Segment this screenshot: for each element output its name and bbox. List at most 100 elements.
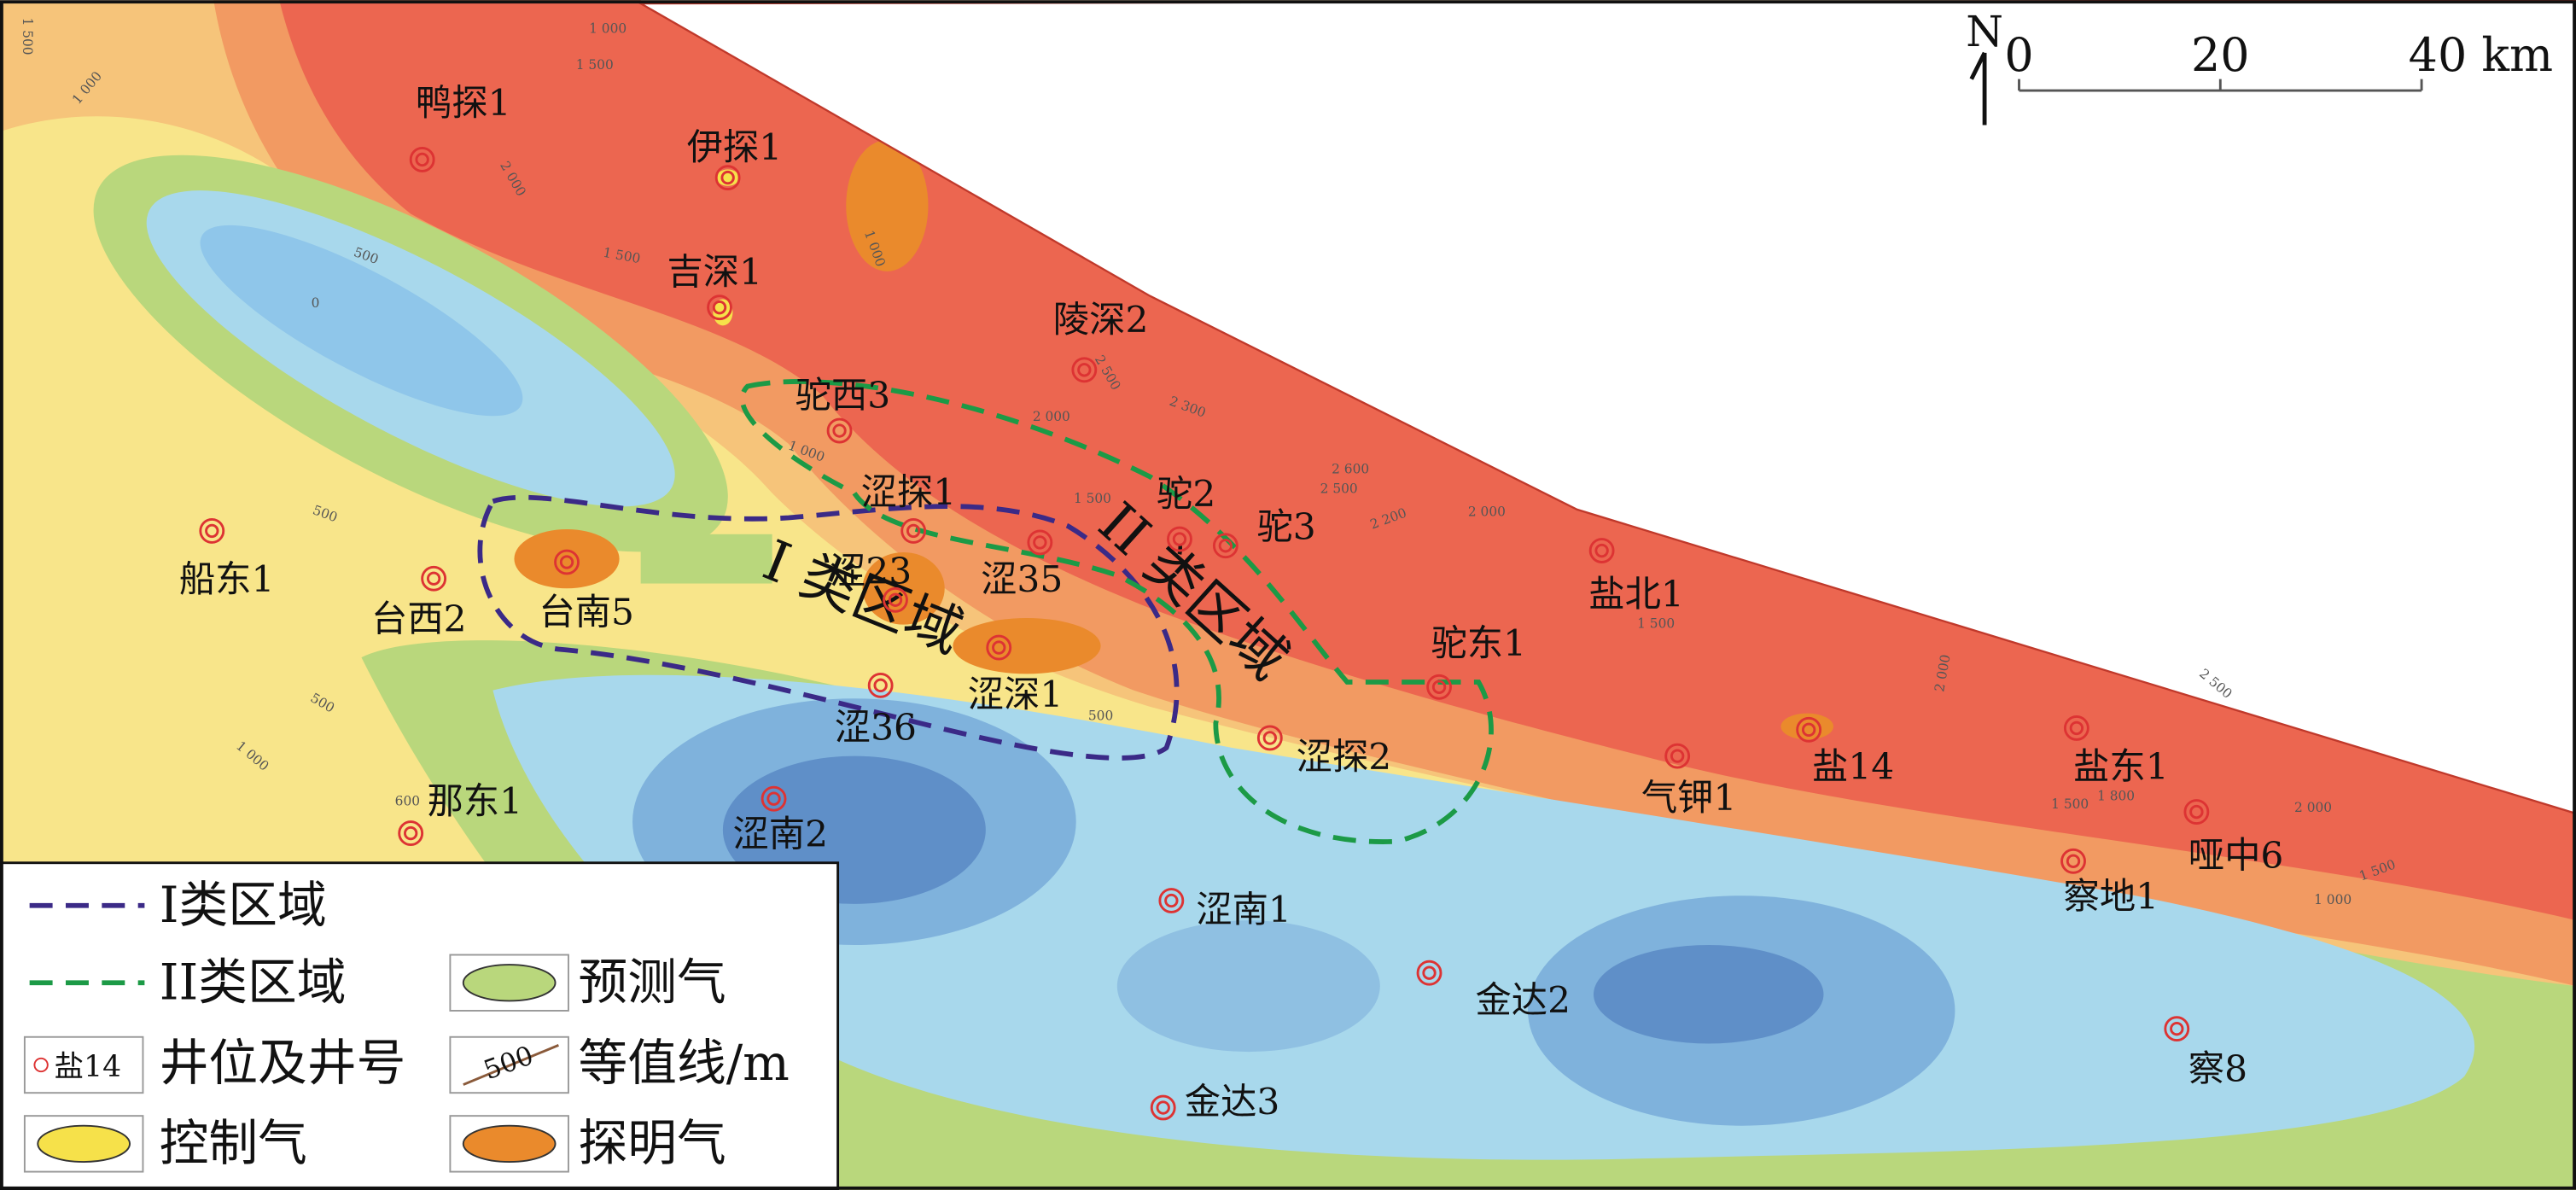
well-label: 盐北1 (1588, 573, 1684, 615)
well-outer (1796, 716, 1822, 743)
well-label: 金达2 (1475, 979, 1571, 1021)
well-outer (900, 518, 927, 544)
well-outer (1167, 526, 1192, 552)
well-label: 驼东1 (1431, 622, 1526, 664)
well-label: 气钾1 (1641, 777, 1737, 819)
well-label: 吉深1 (667, 251, 762, 293)
legend-icon-label: 盐14 (55, 1050, 122, 1084)
well-outer (2060, 848, 2086, 874)
well-label: 涩23 (830, 551, 912, 592)
well-inner (873, 678, 888, 693)
legend-label: 预测气 (579, 953, 726, 1011)
well-inner (426, 571, 441, 586)
well-label: 察地1 (2064, 876, 2159, 918)
well-inner (1594, 543, 1609, 558)
well-outer (1256, 725, 1283, 751)
zone-dark-blue (1594, 944, 1824, 1044)
well-inner (1801, 722, 1816, 738)
scale-label: 0 (2004, 28, 2033, 82)
contour-label: 1 000 (2314, 892, 2352, 907)
well-label: 涩探1 (861, 471, 957, 513)
well-label: 陵深2 (1053, 299, 1149, 341)
well-label: 鸭探1 (416, 82, 511, 124)
legend-label: II类区域 (160, 953, 347, 1011)
contour-label: 600 (395, 793, 420, 808)
well-inner (205, 523, 219, 539)
well-label: 金达3 (1185, 1081, 1280, 1123)
well-inner (832, 423, 847, 438)
well-outer (421, 565, 447, 592)
well-label: 哑中6 (2188, 835, 2284, 877)
legend-label: I类区域 (160, 876, 327, 934)
well-label: 台南5 (539, 592, 634, 633)
well-label: 涩南1 (1196, 889, 1291, 930)
legend-label: 井位及井号 (160, 1034, 406, 1092)
contour-label: 0 (312, 295, 320, 311)
legend-label: 控制气 (160, 1114, 307, 1172)
well-label: 涩南2 (732, 813, 828, 855)
well-label: 涩深1 (968, 674, 1064, 715)
well-inner (415, 152, 429, 167)
proven-gas (846, 139, 929, 271)
well-label: 驼3 (1256, 506, 1315, 548)
well-outer (2063, 715, 2089, 741)
class-2-boundary (739, 379, 1494, 844)
well-outer (986, 634, 1012, 661)
contour-label: 1 800 (2097, 789, 2135, 804)
well-outer (1416, 960, 1442, 986)
well-inner (1670, 749, 1685, 763)
well-inner (1164, 893, 1179, 908)
contour-label: 1 500 (2051, 796, 2089, 812)
well-inner (1077, 363, 1092, 377)
well-label: 涩35 (981, 558, 1063, 600)
well-outer (1158, 888, 1185, 913)
well-outer (409, 147, 435, 172)
well-outer (826, 417, 853, 444)
well-outer (1150, 1094, 1176, 1121)
well-inner (906, 523, 921, 539)
well-outer (1027, 529, 1053, 556)
well-inner (992, 640, 1006, 655)
well-inner (1422, 965, 1437, 980)
well-label: 盐14 (1812, 746, 1894, 788)
well-inner (2170, 1021, 2184, 1036)
contour-label: 1 500 (20, 18, 35, 55)
legend-icon-box (23, 1035, 144, 1094)
well-inner (1262, 731, 1278, 745)
well-label: 船东1 (179, 558, 275, 600)
contour-label: 1 500 (576, 57, 614, 73)
contour-label: 500 (1088, 708, 1113, 723)
well-outer (1664, 743, 1691, 769)
legend-swatch (462, 1124, 557, 1163)
well-label: 涩36 (835, 706, 917, 748)
legend-label: 等值线/m (579, 1034, 790, 1092)
well-outer (2164, 1016, 2190, 1042)
legend-label: 探明气 (579, 1114, 726, 1172)
legend-swatch (462, 964, 557, 1002)
legend-swatch (463, 1044, 559, 1086)
well-inner (888, 592, 903, 607)
well-outer (1426, 674, 1452, 700)
well-outer (1212, 533, 1238, 559)
scale-label: 20 (2191, 28, 2250, 82)
well-outer (398, 820, 424, 847)
contour-label: 2 000 (2294, 800, 2332, 815)
well-outer (554, 549, 580, 575)
north-label: N (1966, 7, 2003, 56)
zone-nw-blue (200, 225, 523, 417)
well-outer (2183, 799, 2210, 825)
well-inner (2069, 720, 2084, 736)
legend-swatch (33, 1057, 49, 1073)
well-label: 涩探2 (1297, 736, 1392, 778)
contour-label: 2 000 (1468, 505, 1506, 520)
well-inner (712, 300, 727, 315)
predicted-gas (640, 534, 772, 584)
zone-blue (1116, 920, 1380, 1053)
well-label: 察8 (2188, 1048, 2247, 1090)
well-outer (883, 586, 908, 613)
well-label: 驼西3 (796, 375, 891, 417)
